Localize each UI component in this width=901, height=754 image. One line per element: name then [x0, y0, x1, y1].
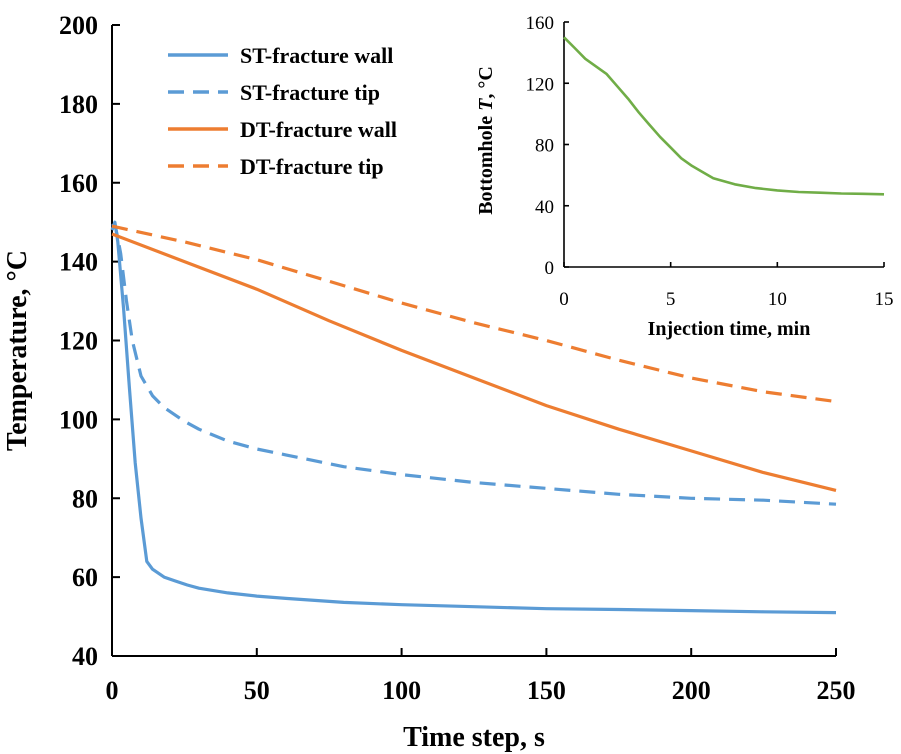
- inset-series-line-1: [563, 36, 885, 196]
- main-y-tick-label: 100: [59, 405, 98, 434]
- inset-y-tick-label: 120: [526, 74, 555, 95]
- legend-label-4: DT-fracture tip: [240, 154, 384, 179]
- main-x-tick-label: 150: [527, 676, 566, 705]
- main-x-tick-label: 50: [244, 676, 270, 705]
- main-y-axis-label: Temperature, °C: [2, 250, 33, 451]
- legend-label-1: ST-fracture wall: [240, 43, 393, 68]
- inset-x-axis-label: Injection time, min: [648, 318, 811, 340]
- inset-x-tick-label: 5: [666, 289, 676, 310]
- inset-chart: 0 40 80 120 160 0 5 10 15 Injection time, min Bott…: [475, 13, 894, 340]
- main-y-tick-label: 80: [72, 484, 98, 513]
- main-y-tick-label: 160: [59, 169, 98, 198]
- main-x-tick-label: 100: [382, 676, 421, 705]
- inset-y-tick-label: 40: [535, 197, 554, 218]
- inset-y-tick-label: 160: [526, 13, 555, 34]
- series-line-1: [110, 220, 837, 615]
- main-x-tick-label: 200: [672, 676, 711, 705]
- main-y-tick-label: 180: [59, 90, 98, 119]
- series-line-3: [111, 232, 837, 492]
- main-y-tick-label: 60: [72, 563, 98, 592]
- inset-x-tick-label: 10: [768, 289, 787, 310]
- series-line-4: [111, 224, 837, 404]
- main-y-tick-label: 200: [59, 11, 98, 40]
- main-y-tick-label: 140: [59, 248, 98, 277]
- main-x-tick-label: 0: [106, 676, 119, 705]
- main-y-tick-label: 40: [72, 642, 98, 671]
- inset-y-axis-label-variable: T: [475, 98, 497, 111]
- inset-y-tick-label: 80: [535, 136, 554, 157]
- legend-label-3: DT-fracture wall: [240, 117, 397, 142]
- inset-y-axis-label: Bottomhole T, °C: [475, 66, 497, 215]
- main-x-tick-label: 250: [817, 676, 856, 705]
- series-line-2: [111, 222, 837, 506]
- inset-y-axis-label-prefix: Bottomhole: [475, 111, 497, 215]
- inset-x-tick-label: 15: [875, 289, 894, 310]
- main-x-axis-label: Time step, s: [403, 722, 545, 753]
- inset-x-tick-label: 0: [559, 289, 569, 310]
- main-y-tick-label: 120: [59, 327, 98, 356]
- legend-label-2: ST-fracture tip: [240, 80, 380, 105]
- inset-y-axis-label-suffix: , °C: [475, 66, 497, 98]
- inset-y-tick-label: 0: [545, 258, 555, 279]
